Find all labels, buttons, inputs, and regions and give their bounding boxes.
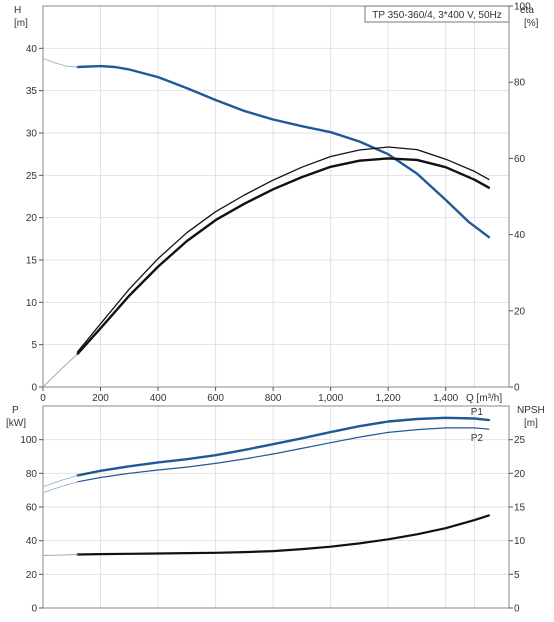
left-axis-label-p: P bbox=[12, 405, 19, 416]
npsh-tick-label-3: 15 bbox=[514, 503, 526, 514]
x-tick-label-2: 400 bbox=[150, 393, 167, 404]
bottom-series-line-0 bbox=[76, 416, 491, 477]
top-axis-ticks: 0 200 400 600 800 1,000 1,200 1,400051015202530… bbox=[26, 2, 531, 405]
x-tick-label-1: 200 bbox=[92, 393, 109, 404]
x-tick-label-6: 1,200 bbox=[376, 393, 401, 404]
h-tick-label-6: 30 bbox=[26, 129, 38, 140]
x-tick-label-5: 1,000 bbox=[318, 393, 343, 404]
p-tick-label-5: 100 bbox=[20, 435, 37, 446]
x-axis-label-q: Q [m³/h] bbox=[466, 393, 502, 404]
eta-tick-label-2: 40 bbox=[514, 230, 526, 241]
right-axis-unit-eta: [%] bbox=[524, 18, 539, 29]
h-tick-label-5: 25 bbox=[26, 171, 38, 182]
p-tick-label-0: 0 bbox=[31, 604, 37, 615]
bottom-series-line-3 bbox=[42, 481, 78, 494]
h-tick-label-1: 5 bbox=[31, 340, 37, 351]
eta-tick-label-3: 60 bbox=[514, 154, 526, 165]
series-label-p1: P1 bbox=[471, 407, 484, 418]
h-tick-label-4: 20 bbox=[26, 213, 38, 224]
chart-title: TP 350-360/4, 3*400 V, 50Hz bbox=[372, 10, 502, 21]
top-grid bbox=[42, 6, 509, 388]
bottom-series-line-5 bbox=[42, 554, 78, 556]
top-series bbox=[42, 58, 491, 388]
head-efficiency-panel: 0 200 400 600 800 1,000 1,200 1,400051015202530… bbox=[14, 2, 539, 405]
top-series-line-2 bbox=[76, 146, 490, 353]
top-series-line-4 bbox=[42, 353, 78, 388]
eta-tick-label-1: 20 bbox=[514, 306, 526, 317]
eta-tick-label-0: 0 bbox=[514, 383, 520, 394]
power-npsh-panel: 0 20 40 60 80 100 0 5 10 15 20 25 P1 P2 P [kW] NPSH… bbox=[6, 405, 545, 615]
p-tick-label-1: 20 bbox=[26, 570, 38, 581]
p-tick-label-2: 40 bbox=[26, 536, 38, 547]
x-tick-label-3: 600 bbox=[207, 393, 224, 404]
h-tick-label-7: 35 bbox=[26, 86, 38, 97]
top-series-line-0 bbox=[76, 64, 491, 239]
right-axis-label-npsh: NPSH bbox=[517, 405, 545, 416]
x-tick-label-7: 1,400 bbox=[433, 393, 458, 404]
series-label-p2: P2 bbox=[471, 433, 484, 444]
npsh-tick-label-0: 0 bbox=[514, 604, 520, 615]
bottom-series-line-2 bbox=[42, 474, 78, 488]
x-tick-label-4: 800 bbox=[265, 393, 282, 404]
top-series-line-1 bbox=[42, 58, 78, 68]
bottom-axis-ticks: 0 20 40 60 80 100 0 5 10 15 20 25 bbox=[20, 435, 525, 614]
h-tick-label-2: 10 bbox=[26, 298, 38, 309]
x-tick-label-0: 0 bbox=[40, 393, 46, 404]
top-plot-frame bbox=[42, 5, 510, 388]
bottom-grid bbox=[42, 406, 509, 609]
left-axis-unit-p: [kW] bbox=[6, 418, 26, 429]
eta-tick-label-5: 100 bbox=[514, 2, 531, 13]
p-tick-label-3: 60 bbox=[26, 503, 38, 514]
npsh-tick-label-2: 10 bbox=[514, 536, 526, 547]
chart-title-box: TP 350-360/4, 3*400 V, 50Hz bbox=[364, 5, 510, 23]
h-tick-label-3: 15 bbox=[26, 256, 38, 267]
bottom-series-line-1 bbox=[76, 427, 490, 483]
p-tick-label-4: 80 bbox=[26, 469, 38, 480]
bottom-series bbox=[42, 416, 491, 556]
title-box-border bbox=[364, 5, 510, 23]
npsh-tick-label-1: 5 bbox=[514, 570, 520, 581]
h-tick-label-0: 0 bbox=[31, 383, 37, 394]
left-axis-label-h: H bbox=[14, 5, 21, 16]
right-axis-label-eta: eta bbox=[520, 5, 534, 16]
eta-tick-label-4: 80 bbox=[514, 78, 526, 89]
top-series-line-3 bbox=[76, 157, 491, 356]
npsh-tick-label-5: 25 bbox=[514, 435, 526, 446]
bottom-series-line-4 bbox=[76, 514, 490, 556]
npsh-tick-label-4: 20 bbox=[514, 469, 526, 480]
h-tick-label-8: 40 bbox=[26, 44, 38, 55]
left-axis-unit-h: [m] bbox=[14, 18, 28, 29]
right-axis-unit-npsh: [m] bbox=[524, 418, 538, 429]
